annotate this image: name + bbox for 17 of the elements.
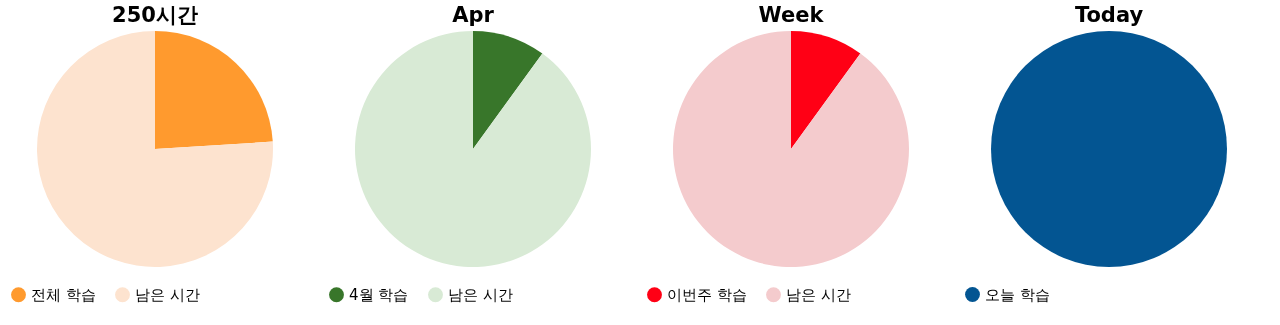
legend-label: 전체 학습 <box>31 285 96 304</box>
pie-slice <box>37 31 273 267</box>
legend-label: 4월 학습 <box>349 285 409 304</box>
pie-slice <box>155 31 273 149</box>
legend-label: 남은 시간 <box>135 285 200 304</box>
legend-label: 오늘 학습 <box>985 285 1050 304</box>
chart-title: Today <box>1074 3 1144 27</box>
pie-slice <box>473 31 543 149</box>
pie-slice <box>673 31 909 267</box>
pie-slice <box>791 31 861 149</box>
legend-label: 이번주 학습 <box>667 285 747 304</box>
chart-title: Apr <box>452 3 495 27</box>
chart-title: Week <box>758 3 825 27</box>
chart-title: 250시간 <box>112 3 198 27</box>
pie-slice <box>355 31 591 267</box>
legend-label: 남은 시간 <box>448 285 513 304</box>
legend-label: 남은 시간 <box>786 285 851 304</box>
